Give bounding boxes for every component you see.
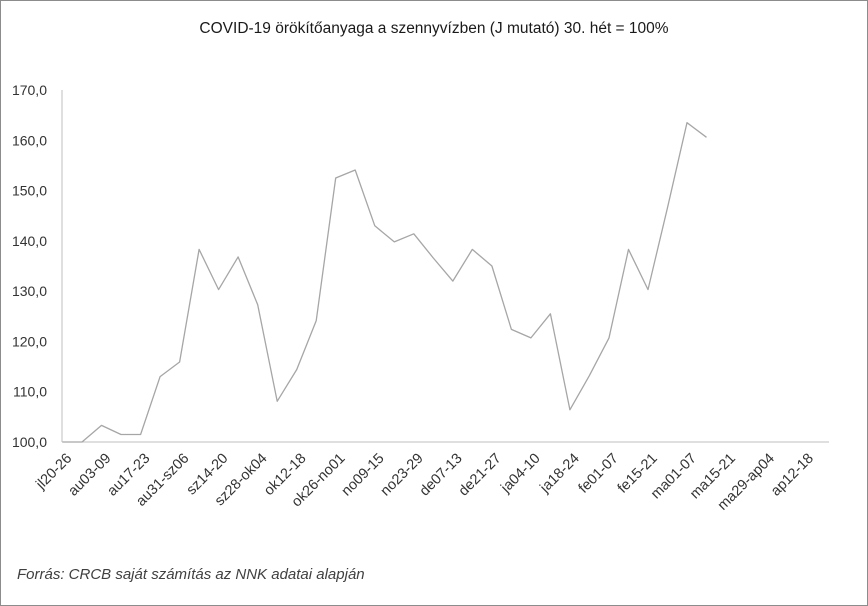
y-tick-label: 130,0 — [12, 283, 47, 299]
x-tick-label: de07-13 — [417, 451, 466, 500]
y-axis: 100,0 110,0 120,0 130,0 140,0 150,0 160,0 170,0 — [12, 82, 63, 450]
y-tick-label: 110,0 — [13, 384, 47, 400]
y-tick-label: 140,0 — [12, 233, 47, 249]
chart-title: COVID-19 örökítőanyaga a szennyvízben (J… — [199, 20, 669, 37]
x-tick-label: no23-29 — [378, 451, 427, 500]
y-tick-label: 150,0 — [12, 183, 47, 199]
x-axis: jl20-26au03-09au17-23au31-sz06sz14-20sz2… — [33, 441, 829, 514]
y-tick-label: 100,0 — [12, 434, 47, 450]
x-tick-label: no09-15 — [339, 451, 388, 500]
y-tick-label: 120,0 — [12, 333, 47, 349]
series-line — [62, 122, 707, 443]
series-group — [62, 122, 707, 443]
x-tick-label: fe01-07 — [576, 451, 622, 497]
y-tick-label: 170,0 — [12, 82, 47, 98]
x-tick-label: au03-09 — [65, 451, 114, 500]
x-tick-label: ja04-10 — [497, 451, 543, 497]
x-tick-label: ap12-18 — [768, 451, 817, 500]
source-note: Forrás: CRCB saját számítás az NNK adata… — [17, 566, 365, 583]
x-tick-label: ja18-24 — [537, 451, 583, 497]
x-tick-label: de21-27 — [456, 451, 505, 500]
y-tick-label: 160,0 — [12, 132, 47, 148]
